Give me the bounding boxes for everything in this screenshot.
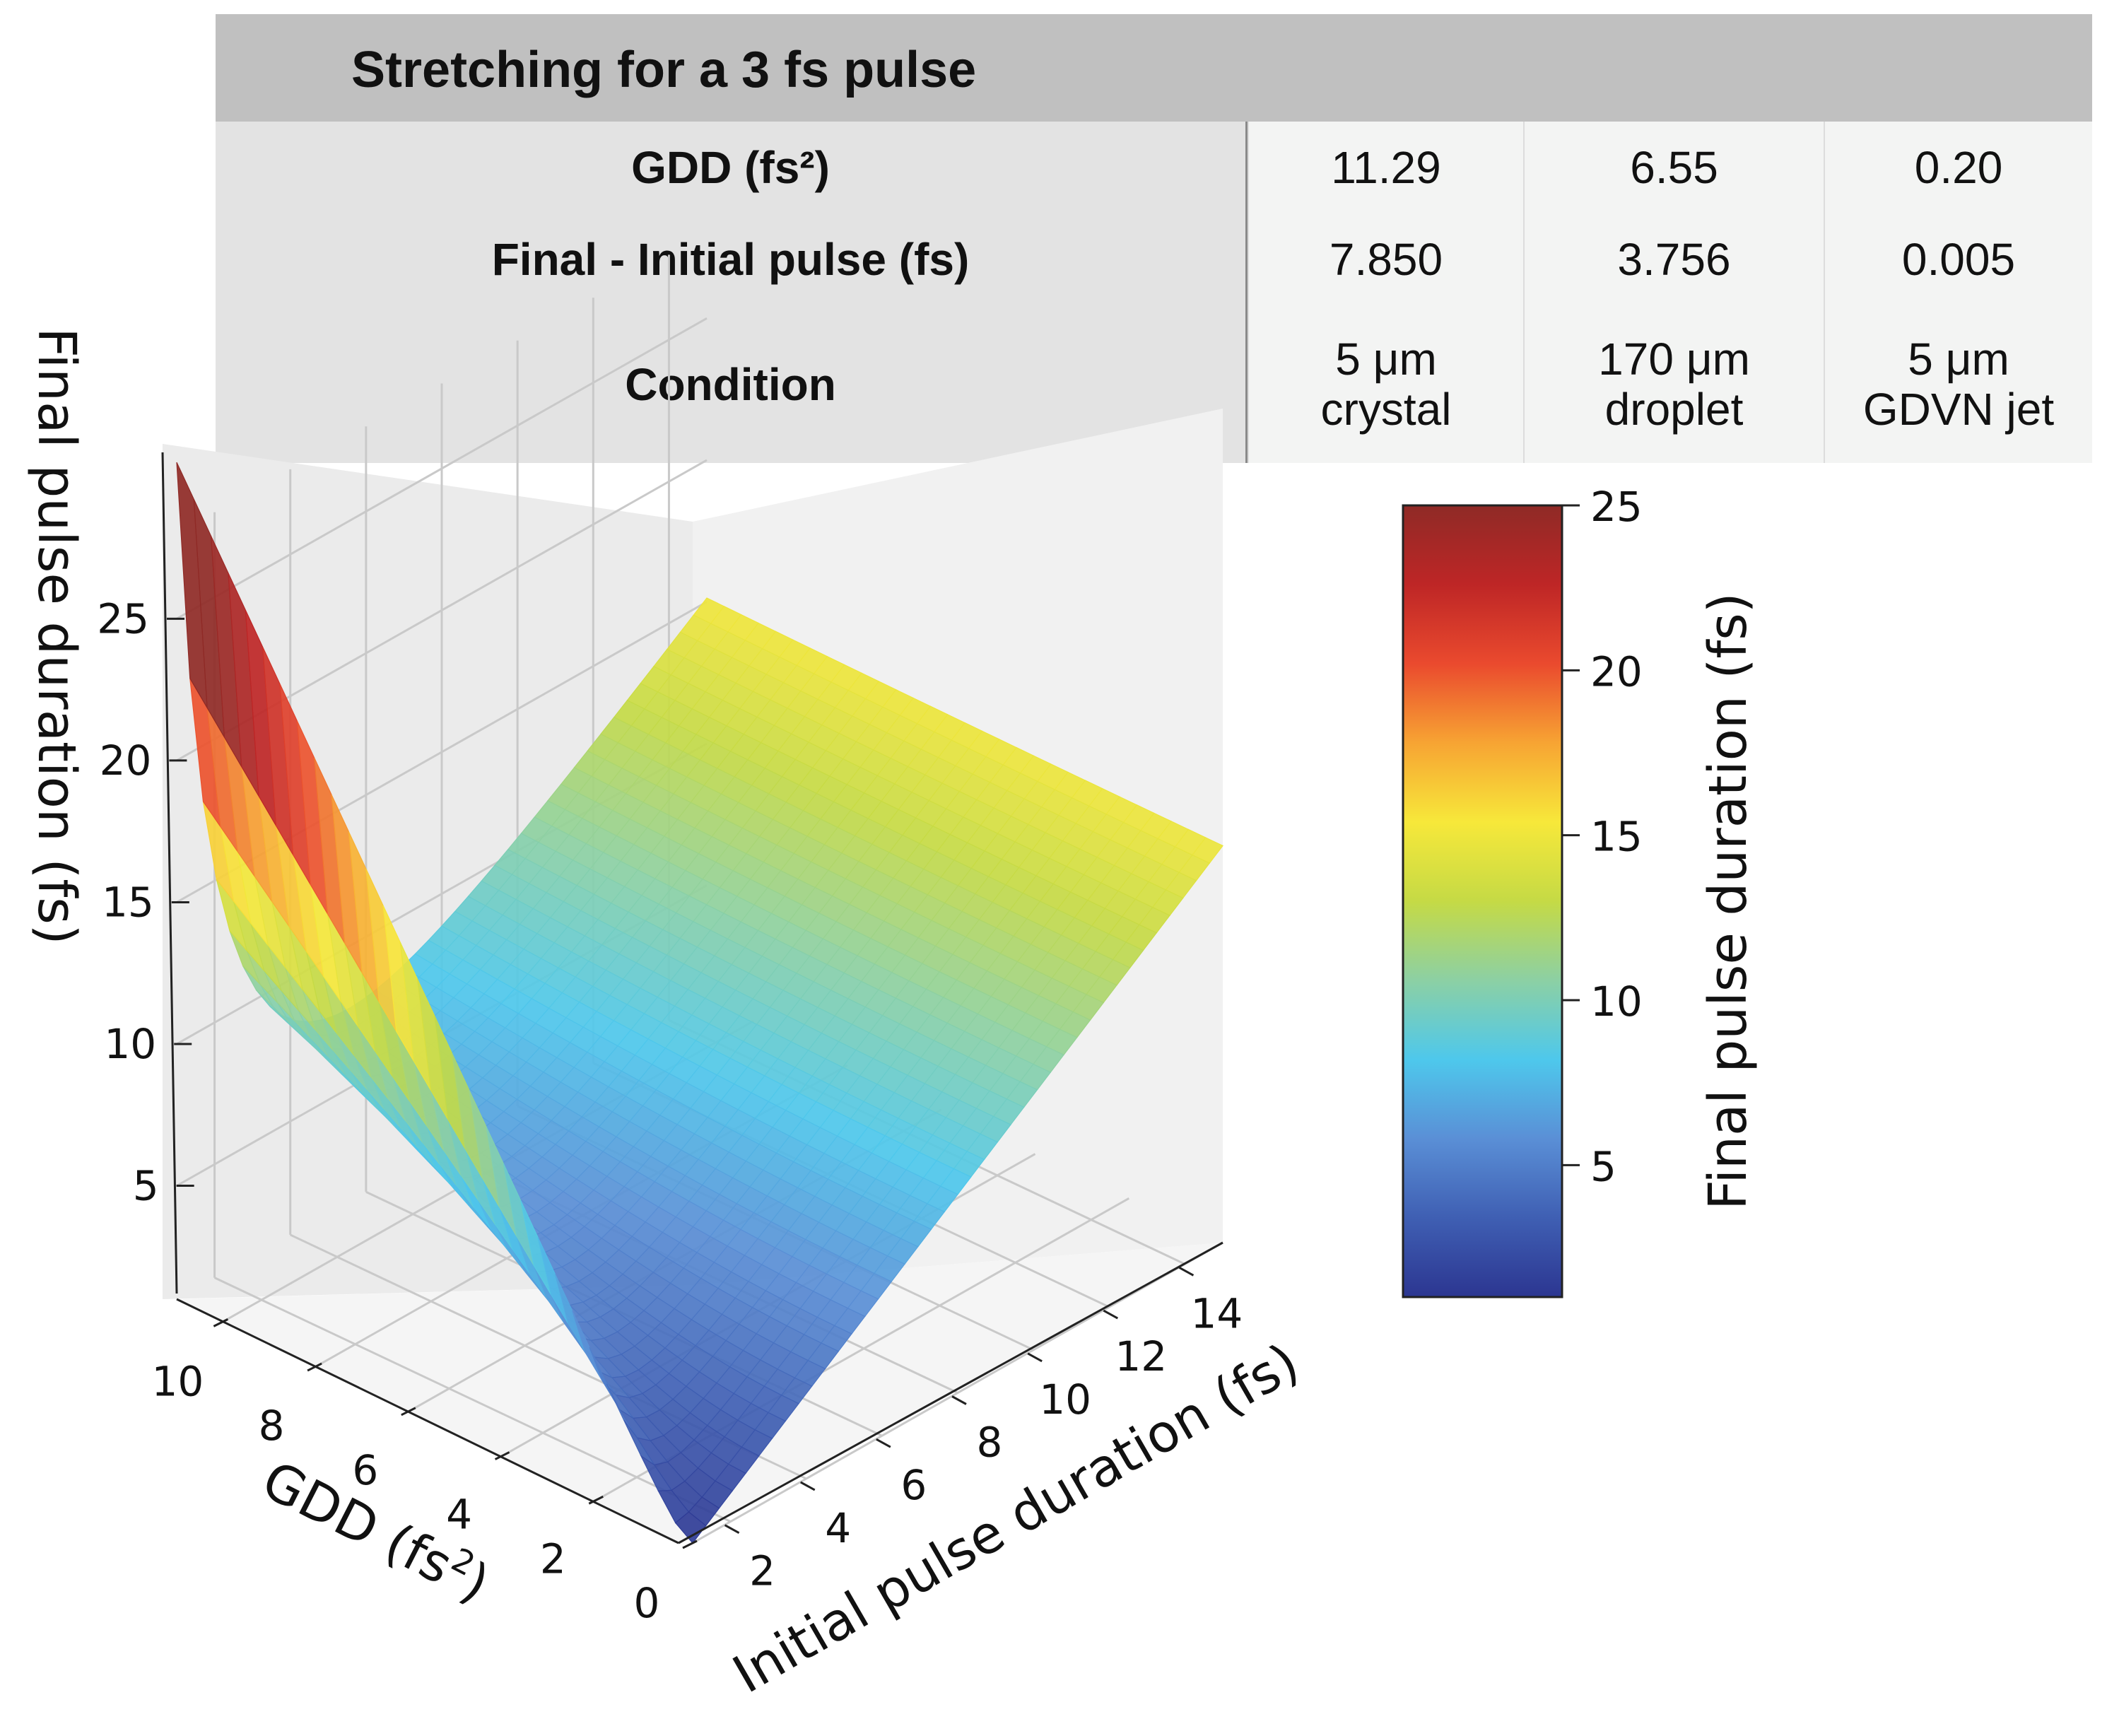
x-axis-line — [678, 1241, 1223, 1544]
colorbar-ticks: 5 10 15 20 25 — [1562, 483, 1643, 1190]
z-tick-label: 25 — [97, 594, 149, 643]
row-header-condition: Condition — [216, 305, 1248, 463]
y-tick-label: 0 — [634, 1579, 660, 1627]
x-tick-label: 2 — [749, 1547, 775, 1595]
y-tick — [307, 1362, 322, 1372]
y-tick — [213, 1318, 229, 1327]
difference-droplet: 3.756 — [1523, 213, 1824, 305]
condition-crystal-type: crystal — [1320, 383, 1452, 435]
condition-crystal-size: 5 μm — [1335, 334, 1437, 385]
row-header-gdd: GDD (fs²) — [216, 122, 1248, 213]
condition-crystal: 5 μm crystal — [1248, 305, 1523, 463]
gdd-jet: 0.20 — [1824, 122, 2092, 213]
x-tick-label: 14 — [1191, 1289, 1243, 1337]
colorbar — [1402, 504, 1563, 1298]
table-title-row: Stretching for a 3 fs pulse — [216, 14, 2092, 122]
y-tick — [682, 1539, 698, 1549]
x-tick-label: 6 — [900, 1461, 927, 1509]
y-tick-label: 4 — [446, 1491, 472, 1539]
z-tick-label: 10 — [104, 1020, 156, 1068]
surface-mesh — [176, 462, 1223, 1544]
axes: 5 10 15 20 25 0 2 4 6 8 10 2 4 6 8 10 12 14 — [97, 452, 1243, 1627]
condition-droplet-size: 170 μm — [1598, 334, 1750, 385]
colorbar-tick-label: 20 — [1590, 647, 1643, 696]
y-tick-label: 6 — [352, 1446, 378, 1494]
z-tick-label: 5 — [133, 1162, 159, 1210]
colorbar-tick-label: 10 — [1590, 978, 1643, 1026]
condition-jet: 5 μm GDVN jet — [1824, 305, 2092, 463]
y-tick — [494, 1451, 510, 1460]
z-tick-label: 15 — [102, 878, 154, 926]
difference-jet: 0.005 — [1824, 213, 2092, 305]
x-tick — [1178, 1267, 1195, 1277]
z-tick-label: 20 — [100, 737, 152, 785]
grid-line-x-floor — [213, 1277, 732, 1523]
difference-crystal: 7.850 — [1248, 213, 1523, 305]
y-tick — [401, 1407, 416, 1417]
colorbar-tick-label: 5 — [1590, 1142, 1616, 1190]
condition-droplet: 170 μm droplet — [1523, 305, 1824, 463]
x-tick-label: 8 — [977, 1419, 1003, 1467]
x-tick — [951, 1395, 967, 1405]
colorbar-tick-label: 25 — [1590, 483, 1643, 531]
condition-droplet-type: droplet — [1604, 383, 1744, 435]
grid-line-y-floor — [692, 1241, 1223, 1544]
x-tick — [724, 1524, 740, 1534]
y-tick — [588, 1495, 604, 1505]
x-tick — [1103, 1309, 1119, 1320]
table-title: Stretching for a 3 fs pulse — [351, 42, 977, 98]
colorbar-tick-label: 15 — [1590, 813, 1643, 861]
x-tick-label: 10 — [1039, 1376, 1091, 1424]
x-tick-label: 4 — [825, 1504, 851, 1552]
y-tick-label: 10 — [151, 1357, 204, 1405]
y-tick-label: 8 — [259, 1402, 285, 1450]
condition-jet-size: 5 μm — [1908, 334, 2009, 385]
table-row-condition: Condition 5 μm crystal 170 μm droplet 5 … — [216, 305, 2092, 463]
table-row-difference: Final - Initial pulse (fs) 7.850 3.756 0… — [216, 213, 2092, 307]
x-tick — [799, 1481, 816, 1491]
x-tick-label: 12 — [1115, 1332, 1167, 1380]
gdd-droplet: 6.55 — [1523, 122, 1824, 213]
row-header-difference: Final - Initial pulse (fs) — [216, 213, 1248, 305]
z-axis-label: Final pulse duration (fs) — [26, 327, 87, 944]
gdd-crystal: 11.29 — [1248, 122, 1523, 213]
summary-table: Stretching for a 3 fs pulse GDD (fs²) 11… — [216, 14, 2092, 463]
condition-jet-type: GDVN jet — [1862, 383, 2055, 435]
y-axis-line — [176, 1298, 679, 1544]
x-tick — [1027, 1352, 1043, 1363]
y-tick-label: 2 — [540, 1535, 566, 1583]
colorbar-label: Final pulse duration (fs) — [1698, 592, 1759, 1209]
x-tick — [876, 1438, 891, 1448]
table-row-gdd: GDD (fs²) 11.29 6.55 0.20 — [216, 122, 2092, 215]
z-axis-line — [161, 452, 178, 1294]
